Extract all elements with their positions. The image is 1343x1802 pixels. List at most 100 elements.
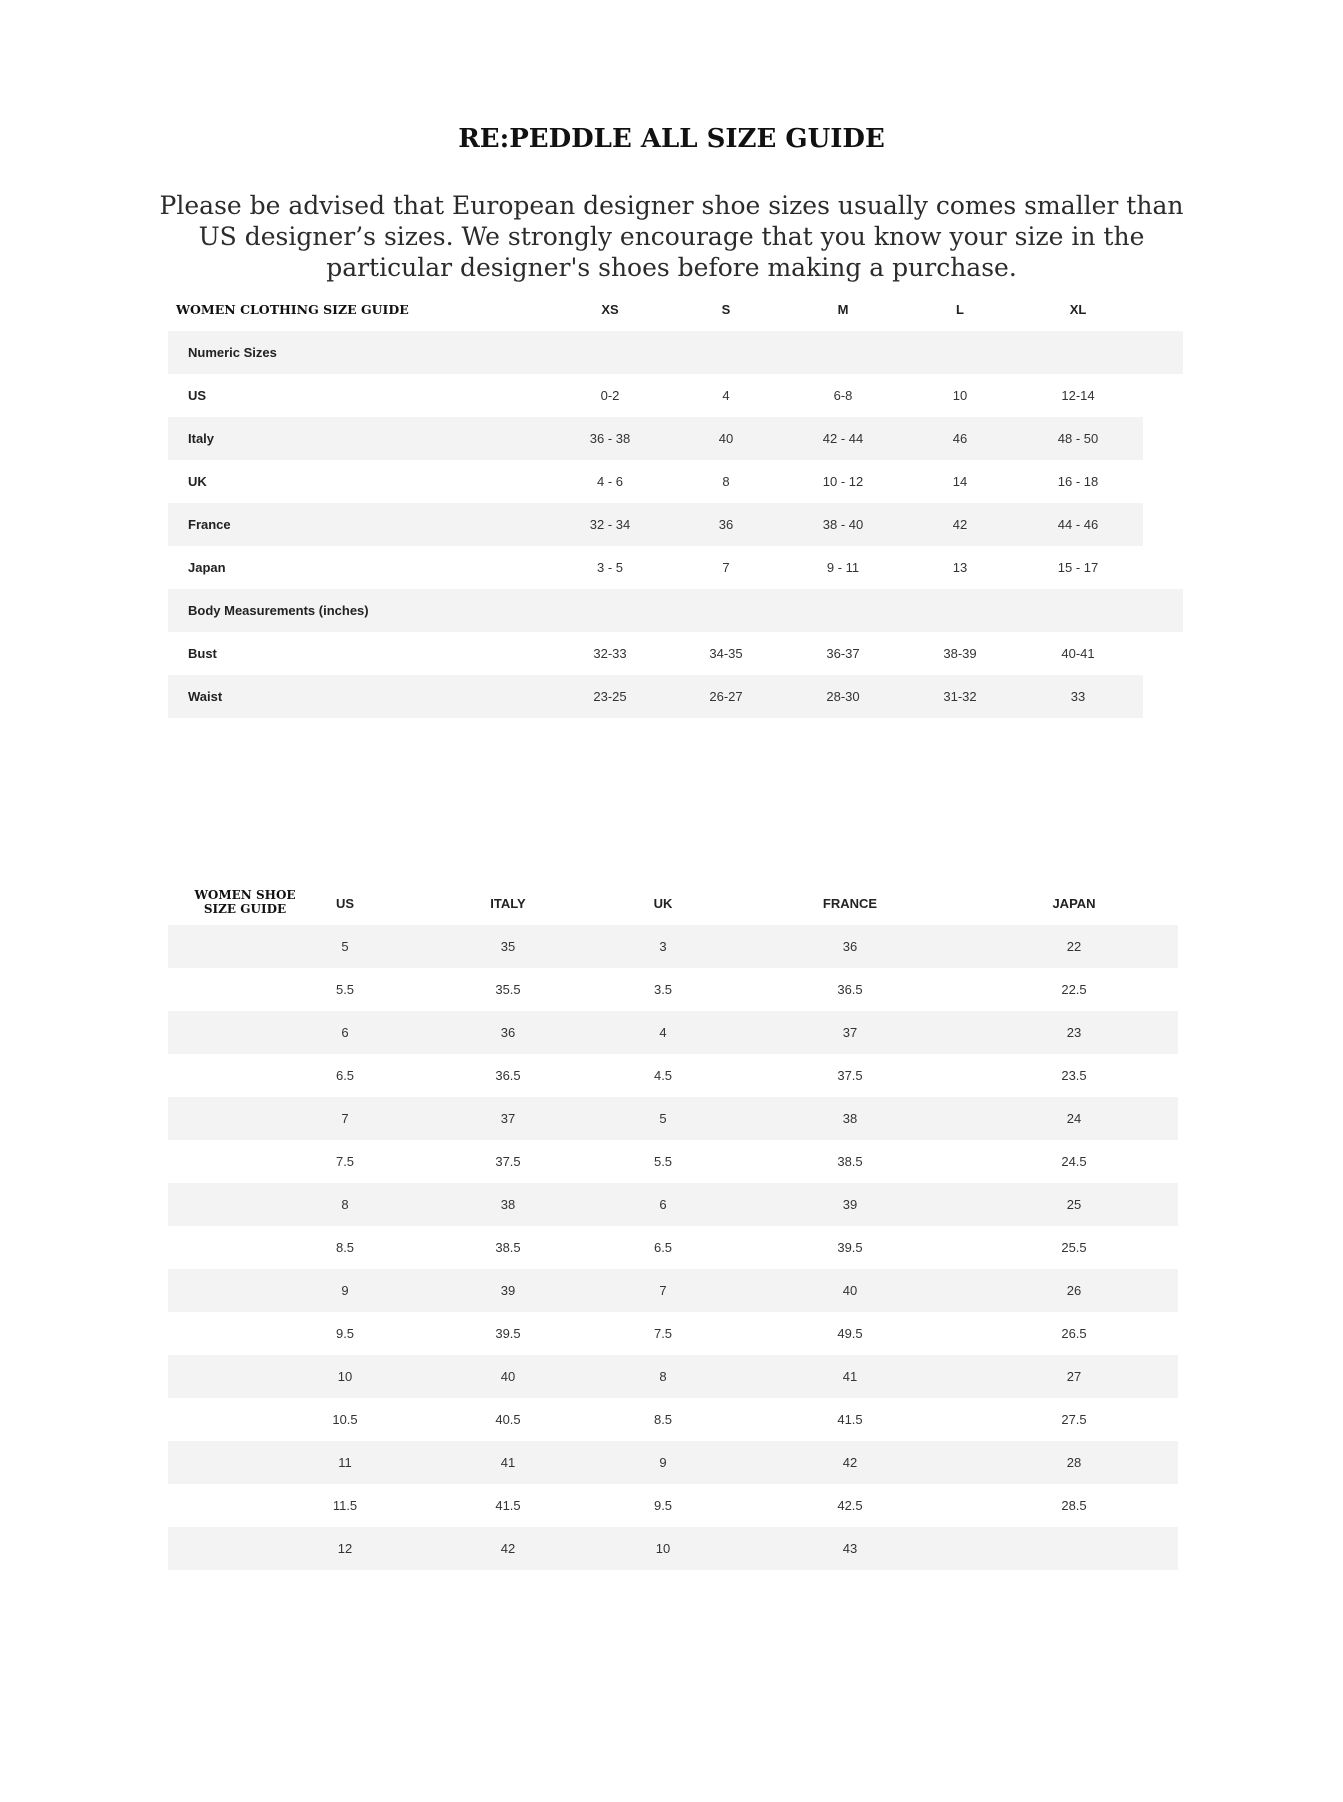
page-title: RE:PEDDLE ALL SIZE GUIDE [458, 124, 885, 154]
table-cell: 24 [1066, 1111, 1082, 1126]
table-cell: 36.5 [837, 982, 863, 997]
table-cell: 46 [952, 431, 968, 446]
table-cell: 4 [659, 1025, 667, 1040]
table-row: Body Measurements (inches) [168, 589, 1183, 632]
table-cell: 35.5 [495, 982, 521, 997]
table-cell: 5.5 [653, 1154, 673, 1169]
table-cell: 6.5 [653, 1240, 673, 1255]
table-row: US 0-2 4 6-8 10 12-14 [168, 374, 1183, 417]
table-cell: 37.5 [837, 1068, 863, 1083]
table-cell: 38 - 40 [822, 517, 864, 532]
table-cell: 38.5 [495, 1240, 521, 1255]
table-cell: 6.5 [335, 1068, 355, 1083]
table-cell: 5 [659, 1111, 667, 1126]
table-cell: 36.5 [495, 1068, 521, 1083]
clothing-col-header: M [837, 302, 849, 317]
table-cell: 32-33 [593, 646, 627, 661]
clothing-table-heading: WOMEN CLOTHING SIZE GUIDE [176, 302, 409, 317]
row-label: Body Measurements (inches) [188, 603, 369, 618]
table-cell: 3.5 [653, 982, 673, 997]
table-cell: 3 [659, 939, 667, 954]
table-cell: 36 [718, 517, 734, 532]
table-row: 7.5 37.5 5.5 38.5 24.5 [168, 1140, 1178, 1183]
table-cell: 4.5 [653, 1068, 673, 1083]
table-cell: 35 [500, 939, 516, 954]
table-cell: 37.5 [495, 1154, 521, 1169]
table-cell: 32 - 34 [589, 517, 631, 532]
table-cell: 26.5 [1061, 1326, 1087, 1341]
row-label: Bust [188, 646, 217, 661]
table-cell: 36 - 38 [589, 431, 631, 446]
table-cell: 40 [500, 1369, 516, 1384]
table-cell: 9.5 [653, 1498, 673, 1513]
table-row: Numeric Sizes [168, 331, 1183, 374]
table-cell: 40 [718, 431, 734, 446]
table-row: 5.5 35.5 3.5 36.5 22.5 [168, 968, 1178, 1011]
table-cell: 8.5 [335, 1240, 355, 1255]
shoe-size-table: 5 35 3 36 22 5.5 35.5 3.5 36.5 22.5 6 36 4 37 23 6.5 36.… [168, 925, 1178, 1570]
table-row: 9.5 39.5 7.5 49.5 26.5 [168, 1312, 1178, 1355]
table-cell: 44 - 46 [1057, 517, 1099, 532]
table-cell: 8 [341, 1197, 349, 1212]
table-cell: 33 [1070, 689, 1086, 704]
table-cell: 6 [341, 1025, 349, 1040]
shoe-heading-line1: WOMEN SHOE [194, 888, 296, 902]
table-cell: 8.5 [653, 1412, 673, 1427]
table-cell: 34-35 [709, 646, 743, 661]
clothing-col-header: XS [601, 302, 619, 317]
table-cell: 23 [1066, 1025, 1082, 1040]
table-cell: 10 [952, 388, 968, 403]
table-cell: 11 [338, 1455, 352, 1470]
table-cell: 7 [341, 1111, 349, 1126]
table-cell: 41.5 [837, 1412, 863, 1427]
table-cell: 42 [952, 517, 968, 532]
clothing-col-header: XL [1069, 302, 1087, 317]
table-cell: 10 [337, 1369, 353, 1384]
table-cell: 39 [500, 1283, 516, 1298]
table-row: 11 41 9 42 28 [168, 1441, 1178, 1484]
shoe-heading-line2: SIZE GUIDE [203, 902, 287, 916]
table-cell: 9 - 11 [826, 560, 860, 575]
table-row: 10 40 8 41 27 [168, 1355, 1178, 1398]
row-label: UK [188, 474, 207, 489]
table-row: 6.5 36.5 4.5 37.5 23.5 [168, 1054, 1178, 1097]
table-cell: 9 [659, 1455, 667, 1470]
table-cell: 9 [341, 1283, 349, 1298]
table-cell: 26-27 [709, 689, 743, 704]
table-cell: 38 [500, 1197, 516, 1212]
table-cell: 12-14 [1061, 388, 1095, 403]
table-cell: 40.5 [495, 1412, 521, 1427]
table-cell: 16 - 18 [1057, 474, 1099, 489]
table-row: 10.5 40.5 8.5 41.5 27.5 [168, 1398, 1178, 1441]
table-cell: 38-39 [943, 646, 977, 661]
table-cell: 28 [1066, 1455, 1082, 1470]
shoe-col-header: FRANCE [822, 896, 878, 911]
row-label: US [188, 388, 207, 403]
table-row: UK 4 - 6 8 10 - 12 14 16 - 18 [168, 460, 1183, 503]
table-row: Italy 36 - 38 40 42 - 44 46 48 - 50 [168, 417, 1183, 460]
table-row: 6 36 4 37 23 [168, 1011, 1178, 1054]
table-row: Waist 23-25 26-27 28-30 31-32 33 [168, 675, 1183, 718]
table-cell: 4 - 6 [596, 474, 624, 489]
table-cell: 0-2 [600, 388, 620, 403]
table-cell: 40-41 [1061, 646, 1095, 661]
table-cell: 37 [842, 1025, 858, 1040]
table-cell: 28.5 [1061, 1498, 1087, 1513]
row-label: Numeric Sizes [188, 345, 277, 360]
table-row: 8 38 6 39 25 [168, 1183, 1178, 1226]
table-cell: 39.5 [495, 1326, 521, 1341]
table-cell: 11.5 [332, 1498, 358, 1513]
table-cell: 7 [659, 1283, 667, 1298]
table-cell: 5.5 [335, 982, 355, 997]
row-label: Italy [188, 431, 215, 446]
clothing-size-table: Numeric Sizes US 0-2 4 6-8 10 12-14 Italy 36 - 3… [168, 331, 1183, 718]
table-cell: 41.5 [495, 1498, 521, 1513]
table-cell: 42 [500, 1541, 516, 1556]
table-cell: 27.5 [1061, 1412, 1087, 1427]
table-row: Japan 3 - 5 7 9 - 11 13 15 - 17 [168, 546, 1183, 589]
table-cell: 27 [1066, 1369, 1082, 1384]
table-cell: 31-32 [943, 689, 977, 704]
table-cell: 6-8 [833, 388, 853, 403]
table-cell: 7.5 [653, 1326, 673, 1341]
table-cell: 28-30 [826, 689, 860, 704]
